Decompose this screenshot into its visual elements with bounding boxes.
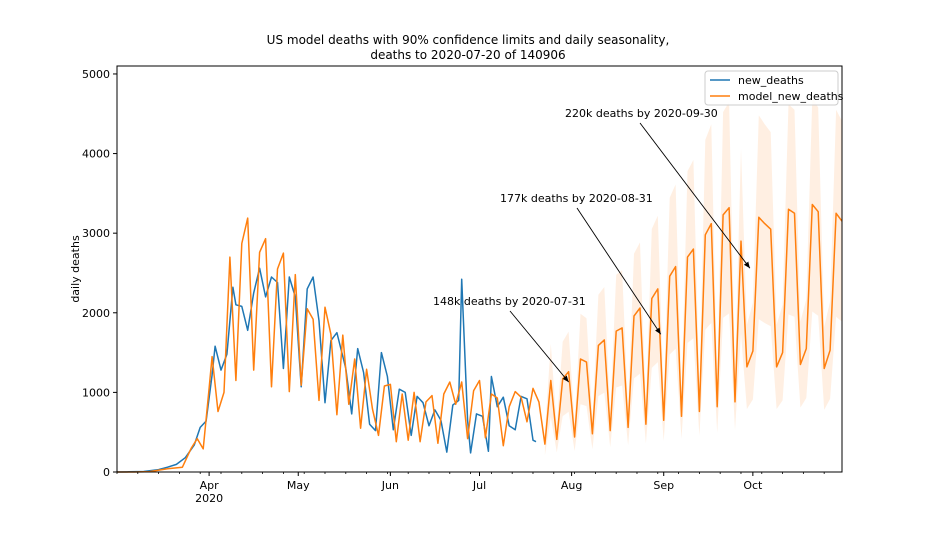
- legend-label-model-new-deaths: model_new_deaths: [738, 90, 844, 103]
- x-tick-label: May: [287, 479, 310, 492]
- legend-box: [704, 70, 839, 106]
- x-tick-label: Aug: [561, 479, 582, 492]
- legend-label-new-deaths: new_deaths: [738, 74, 804, 87]
- series-line-new-deaths: [116, 267, 537, 473]
- y-tick-label: 2000: [82, 307, 110, 320]
- annotation-arrow: [576, 207, 662, 335]
- chart-title: US model deaths with 90% confidence limi…: [266, 33, 670, 47]
- y-tick-label: 4000: [82, 148, 110, 161]
- x-tick-label: Apr: [200, 479, 220, 492]
- x-tick-label: Sep: [653, 479, 674, 492]
- confidence-band: [544, 97, 842, 456]
- annotation-label: 177k deaths by 2020-08-31: [500, 192, 653, 205]
- annotation-label: 220k deaths by 2020-09-30: [565, 107, 718, 120]
- confidence-band-area: [544, 97, 842, 456]
- legend: new_deaths model_new_deaths: [704, 70, 844, 106]
- y-tick-label: 0: [103, 466, 110, 479]
- annotation-arrow: [639, 122, 751, 269]
- y-axis-label: daily deaths: [69, 235, 82, 303]
- annotations: 148k deaths by 2020-07-31 177k deaths by …: [433, 107, 751, 383]
- x-tick-label: Jun: [381, 479, 399, 492]
- plot-area: [117, 66, 842, 472]
- y-tick-label: 3000: [82, 227, 110, 240]
- annotation-arrow: [509, 310, 569, 383]
- series-lines: [116, 203, 843, 473]
- chart-subtitle: deaths to 2020-07-20 of 140906: [370, 48, 566, 62]
- y-tick-label: 5000: [82, 68, 110, 81]
- x-tick-label: Oct: [743, 479, 763, 492]
- y-tick-label: 1000: [82, 386, 110, 399]
- annotation-label: 148k deaths by 2020-07-31: [433, 295, 586, 308]
- x-tick-label: Jul: [472, 479, 486, 492]
- x-tick-sublabel: 2020: [195, 492, 223, 505]
- series-line-model-new-deaths: [117, 203, 843, 473]
